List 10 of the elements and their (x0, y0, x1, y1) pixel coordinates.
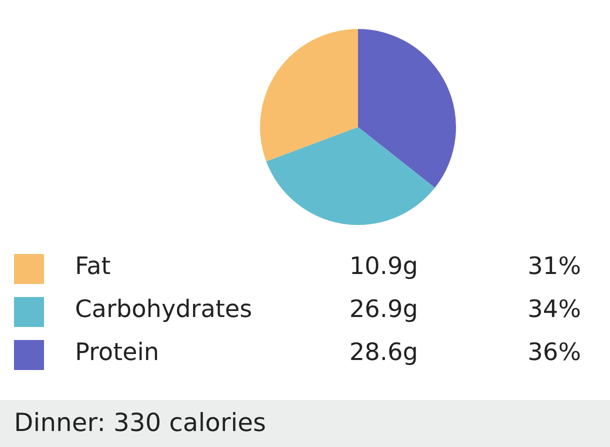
legend-label: Protein (75, 338, 160, 366)
text: 28.6g (349, 338, 418, 366)
text: 10.9g (349, 252, 418, 280)
data-label: 34% (528, 295, 581, 323)
text: 26.9g (349, 295, 418, 323)
data-label: 31% (528, 252, 581, 280)
legend-label: Fat (75, 252, 111, 280)
legend-label: Carbohydrates (75, 295, 252, 323)
data-label: 36% (528, 338, 581, 366)
text: Dinner: 330 calories (14, 408, 266, 437)
